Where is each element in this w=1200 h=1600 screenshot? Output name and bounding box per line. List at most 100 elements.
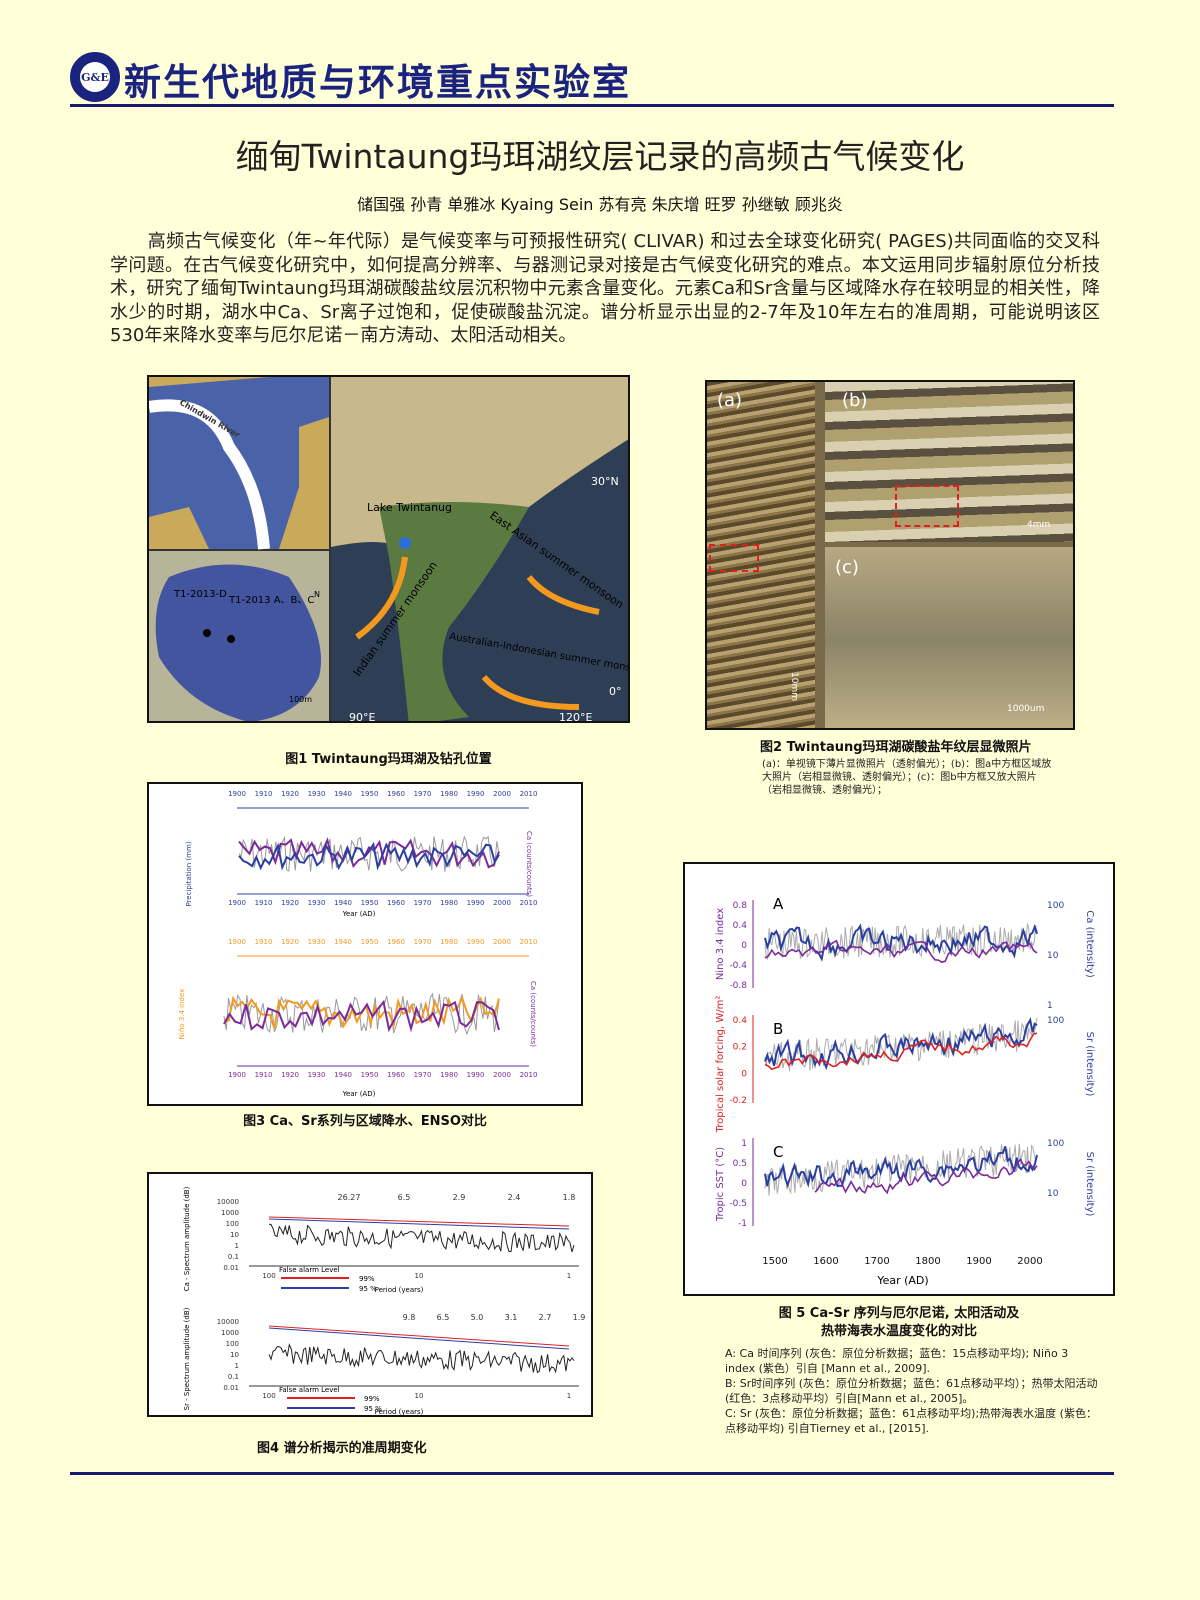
fig3-year-tick: 1930 [308, 1071, 326, 1079]
lake-label: Lake Twintanug [367, 501, 452, 514]
fig5-rtick-C: 100 [1047, 1139, 1064, 1149]
fig3-ca-trace-2 [223, 999, 500, 1033]
fig3-year-tick: 1940 [334, 1071, 352, 1079]
lake-location-marker [399, 537, 411, 549]
fig3-year-tick: 1970 [414, 1071, 432, 1079]
fig3-precip-trace [238, 841, 500, 871]
fig3-year-tick: 1920 [281, 790, 299, 798]
land-asia [331, 377, 628, 627]
fig3-year-tick: 1990 [467, 1071, 485, 1079]
fig5-raw-C [764, 1143, 1038, 1196]
panel-label-a: (a) [717, 390, 743, 411]
fig3-year-tick: 2000 [493, 1071, 511, 1079]
fig3-year-tick: 1960 [387, 938, 405, 946]
fig5-rtick-A: 100 [1047, 901, 1064, 911]
footer-divider [70, 1472, 1114, 1475]
fig5-ylabel-b: Tropical solar forcing, W/m² [715, 996, 726, 1134]
fig4-99-line [268, 1325, 570, 1347]
figure-2-micrographs: (a) (b) (c) 10mm 4mm 1000um [705, 380, 1075, 730]
fig5-note-a: A: Ca 时间序列 (灰色：原位分析数据；蓝色：15点移动平均); Niño … [725, 1347, 1069, 1375]
figure-3-svg: Precipitation (mm) Ca (counts/counts) Ye… [178, 790, 538, 1098]
fig3-ylabel-top: Precipitation (mm) [185, 841, 193, 906]
fig5-ref-B [764, 1032, 1038, 1071]
fig5-note-b: B: Sr时间序列 (灰色：原位分析数据；蓝色：61点移动平均）；热带太阳活动 … [725, 1377, 1098, 1405]
fig3-year-tick: 1940 [334, 899, 352, 907]
figure-5-caption-line2: 热带海表水温度变化的对比 [820, 1324, 977, 1339]
figure-2-caption: 图2 Twintaung玛珥湖碳酸盐年纹层显微照片 [760, 740, 1032, 755]
fig4-ytick: 10 [230, 1231, 239, 1239]
fig5-xtick: 1500 [762, 1256, 787, 1267]
fig5-ytick-B: 0.2 [733, 1043, 747, 1053]
figure-2-note: (a)：单视镜下薄片显微照片（透射偏光）；(b)：图a中方框区域放大照片（岩相显… [762, 759, 1052, 796]
fig3-year-tick: 1980 [440, 1071, 458, 1079]
fig3-year-tick: 1950 [361, 899, 379, 907]
legend-99: 99% [359, 1275, 375, 1283]
fig5-xtick: 1800 [915, 1256, 940, 1267]
fig5-ylabel-c-right: Sr (intensity) [1084, 1152, 1095, 1217]
fig3-xlabel-bot: Year (AD) [342, 1090, 376, 1098]
fig4-ylabel-bot: Sr - Spectrum amplitude (dB) [183, 1307, 191, 1410]
fig3-year-tick: 1910 [255, 1071, 273, 1079]
fig4-xtick: 1 [567, 1392, 571, 1400]
fig3-ylabel-bot-right: Ca (counts/counts) [529, 981, 537, 1047]
fig3-year-tick: 1990 [467, 899, 485, 907]
fig3-year-tick: 1930 [308, 790, 326, 798]
fig4-peak-label: 6.5 [398, 1193, 411, 1202]
australian-monsoon-arrow [481, 674, 580, 710]
fig4-peak-label: 3.1 [505, 1313, 518, 1322]
fig4-ytick: 1 [235, 1242, 239, 1250]
fig3-year-tick: 2010 [520, 938, 538, 946]
fig3-year-tick: 1960 [387, 899, 405, 907]
core-label-d: T1-2013-D [173, 589, 227, 600]
fig3-year-tick: 1910 [255, 938, 273, 946]
fig4-peak-label: 5.0 [471, 1313, 484, 1322]
fig3-year-tick: 1980 [440, 899, 458, 907]
fig5-rtick-A: 10 [1047, 951, 1059, 961]
fig5-ytick-C: -0.5 [729, 1199, 747, 1209]
zoom-box-a [709, 544, 759, 572]
fig3-year-tick: 1900 [228, 1071, 246, 1079]
legend-95-bot: 95 % [364, 1405, 382, 1413]
poster-title: 缅甸Twintaung玛珥湖纹层记录的高频古气候变化 [235, 137, 965, 176]
fig4-xtick: 10 [415, 1392, 424, 1400]
core-site-abc [227, 635, 235, 643]
fig3-year-tick: 1950 [361, 1071, 379, 1079]
figure-3-chart: Precipitation (mm) Ca (counts/counts) Ye… [147, 782, 583, 1106]
land-southeast-asia [379, 502, 529, 721]
fig3-year-tick: 1950 [361, 938, 379, 946]
fig3-year-tick: 1920 [281, 938, 299, 946]
lat-label: 30°N [591, 475, 619, 488]
fig3-year-tick: 1930 [308, 899, 326, 907]
panel-a-label: A [773, 895, 784, 913]
fig4-peak-label: 1.8 [563, 1193, 576, 1202]
fig5-ytick-B: -0.2 [729, 1096, 747, 1106]
fig5-xtick: 1900 [966, 1256, 991, 1267]
fig5-ytick-A: -0.4 [729, 961, 747, 971]
fig5-ytick-A: -0.8 [729, 981, 747, 991]
fig4-xlabel-top: Period (years) [375, 1286, 424, 1294]
panel-label-b: (b) [842, 390, 868, 411]
scale-a: 10mm [789, 672, 799, 701]
scale-c: 1000um [1007, 704, 1045, 714]
panel-c-label: C [773, 1143, 783, 1161]
fig3-year-tick: 1940 [334, 938, 352, 946]
header-divider [70, 104, 1114, 107]
fig5-ytick-C: 0 [741, 1179, 747, 1189]
fig4-99-line [268, 1216, 570, 1227]
fig4-peak-label: 2.9 [453, 1193, 466, 1202]
figure-4-chart: Ca - Spectrum amplitude (dB) Sr - Spectr… [147, 1172, 593, 1417]
fig4-ytick: 1000 [221, 1329, 239, 1337]
lon-90-label: 90°E [349, 711, 375, 723]
fig5-rtick-A: 1 [1047, 1001, 1053, 1011]
fig3-year-tick: 1940 [334, 790, 352, 798]
fig4-spectrum-top [268, 1223, 575, 1253]
micrograph-a [707, 382, 815, 728]
fig4-ytick: 10000 [217, 1318, 239, 1326]
fig5-ylabel-c: Tropic SST (°C) [715, 1147, 726, 1222]
fig3-year-tick: 1910 [255, 790, 273, 798]
fig3-year-tick: 1920 [281, 899, 299, 907]
fig3-year-tick: 1970 [414, 899, 432, 907]
fig3-year-tick: 2000 [493, 790, 511, 798]
figure-5-chart: Nino 3.4 index Ca (intensity) Tropical s… [683, 862, 1115, 1296]
fig5-ref-C [814, 1157, 1038, 1195]
